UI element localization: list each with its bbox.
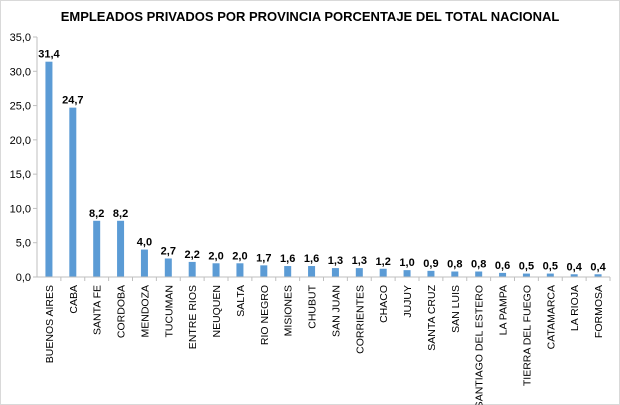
bar xyxy=(499,272,507,277)
bar xyxy=(236,263,244,277)
data-label: 1,2 xyxy=(376,256,391,268)
data-label: 4,0 xyxy=(137,237,152,249)
data-label: 0,4 xyxy=(567,261,583,273)
bar xyxy=(308,266,316,277)
y-tick-label: 15,0 xyxy=(10,169,31,181)
y-tick-label: 25,0 xyxy=(10,101,31,113)
data-label: 2,2 xyxy=(185,249,200,261)
bar xyxy=(427,270,435,277)
bars: 31,4 24,7 8,2 8,2 4,0 2,7 2,2 2,0 2,0 1,7 1,6 1,6 1,… xyxy=(38,49,607,277)
x-tick-label: BUENOS AIRES xyxy=(44,285,56,363)
bar xyxy=(117,220,125,277)
bar xyxy=(379,268,387,277)
data-label: 0,4 xyxy=(590,261,606,273)
y-tick-label: 5,0 xyxy=(16,238,31,250)
x-tick-label: LA PAMPA xyxy=(498,285,510,335)
x-tick-label: TIERRA DEL FUEGO xyxy=(521,285,533,386)
x-axis: BUENOS AIRES CABA SANTA FE CORDOBA MENDOZA TU… xyxy=(37,276,611,405)
bar xyxy=(451,271,459,277)
data-label: 2,0 xyxy=(232,250,247,262)
x-tick-label: CORDOBA xyxy=(116,285,128,338)
bar xyxy=(570,274,578,277)
bar xyxy=(188,261,196,277)
bar xyxy=(355,268,363,277)
x-tick-label: CHACO xyxy=(378,285,390,323)
x-tick-label: MENDOZA xyxy=(139,285,151,338)
data-label: 31,4 xyxy=(38,49,60,61)
y-tick-label: 10,0 xyxy=(10,203,31,215)
y-tick-label: 0,0 xyxy=(16,272,31,284)
x-tick-label: LA RIOJA xyxy=(569,285,581,331)
x-tick-label: CABA xyxy=(68,285,80,314)
bar xyxy=(45,61,53,277)
bar xyxy=(140,249,148,277)
data-label: 0,5 xyxy=(543,261,558,273)
x-tick-label: FORMOSA xyxy=(593,285,605,338)
bar xyxy=(93,220,101,277)
x-tick-label: SANTA FE xyxy=(92,285,104,335)
x-tick-label: RIO NEGRO xyxy=(259,285,271,345)
bar xyxy=(331,268,339,277)
y-axis: 0,0 5,0 10,0 15,0 20,0 25,0 30,0 35,0 xyxy=(10,32,38,284)
data-label: 1,3 xyxy=(328,255,343,267)
data-label: 0,8 xyxy=(471,259,486,271)
x-tick-label: JUJUY xyxy=(402,285,414,318)
x-tick-label: SAN LUIS xyxy=(450,285,462,333)
y-tick-label: 35,0 xyxy=(10,32,31,44)
bar xyxy=(403,270,411,277)
data-label: 1,3 xyxy=(352,255,367,267)
bar xyxy=(212,263,220,277)
bar xyxy=(594,274,602,277)
chart-title: EMPLEADOS PRIVADOS POR PROVINCIA PORCENT… xyxy=(61,9,560,24)
data-label: 1,7 xyxy=(256,252,271,264)
bar xyxy=(546,273,554,277)
x-tick-label: SANTA CRUZ xyxy=(426,284,438,350)
data-label: 2,7 xyxy=(161,245,176,257)
x-tick-label: ENTRE RIOS xyxy=(187,285,199,349)
data-label: 0,6 xyxy=(495,260,510,272)
data-label: 0,5 xyxy=(519,261,534,273)
y-tick-label: 30,0 xyxy=(10,66,31,78)
x-tick-label: SALTA xyxy=(235,285,247,317)
x-tick-label: SAN JUAN xyxy=(330,285,342,337)
data-label: 2,0 xyxy=(208,250,223,262)
bar xyxy=(475,271,483,277)
y-tick-label: 20,0 xyxy=(10,135,31,147)
bar xyxy=(260,265,268,277)
data-label: 24,7 xyxy=(62,95,83,107)
x-tick-label: CATAMARCA xyxy=(545,285,557,349)
data-label: 1,0 xyxy=(399,257,414,269)
bar xyxy=(522,273,530,277)
bar xyxy=(164,258,172,277)
data-label: 0,8 xyxy=(447,259,462,271)
data-label: 8,2 xyxy=(113,208,128,220)
bar xyxy=(69,107,77,277)
x-tick-label: SANTIAGO DEL ESTERO xyxy=(474,285,486,405)
x-tick-label: MISIONES xyxy=(283,285,295,336)
x-tick-label: TUCUMAN xyxy=(163,285,175,338)
x-tick-label: CHUBUT xyxy=(307,284,319,328)
data-label: 1,6 xyxy=(304,253,319,265)
x-tick-label: CORRIENTES xyxy=(354,285,366,354)
bar xyxy=(284,266,292,277)
data-label: 0,9 xyxy=(423,258,438,270)
data-label: 1,6 xyxy=(280,253,295,265)
x-tick-label: NEUQUEN xyxy=(211,285,223,338)
data-label: 8,2 xyxy=(89,208,104,220)
